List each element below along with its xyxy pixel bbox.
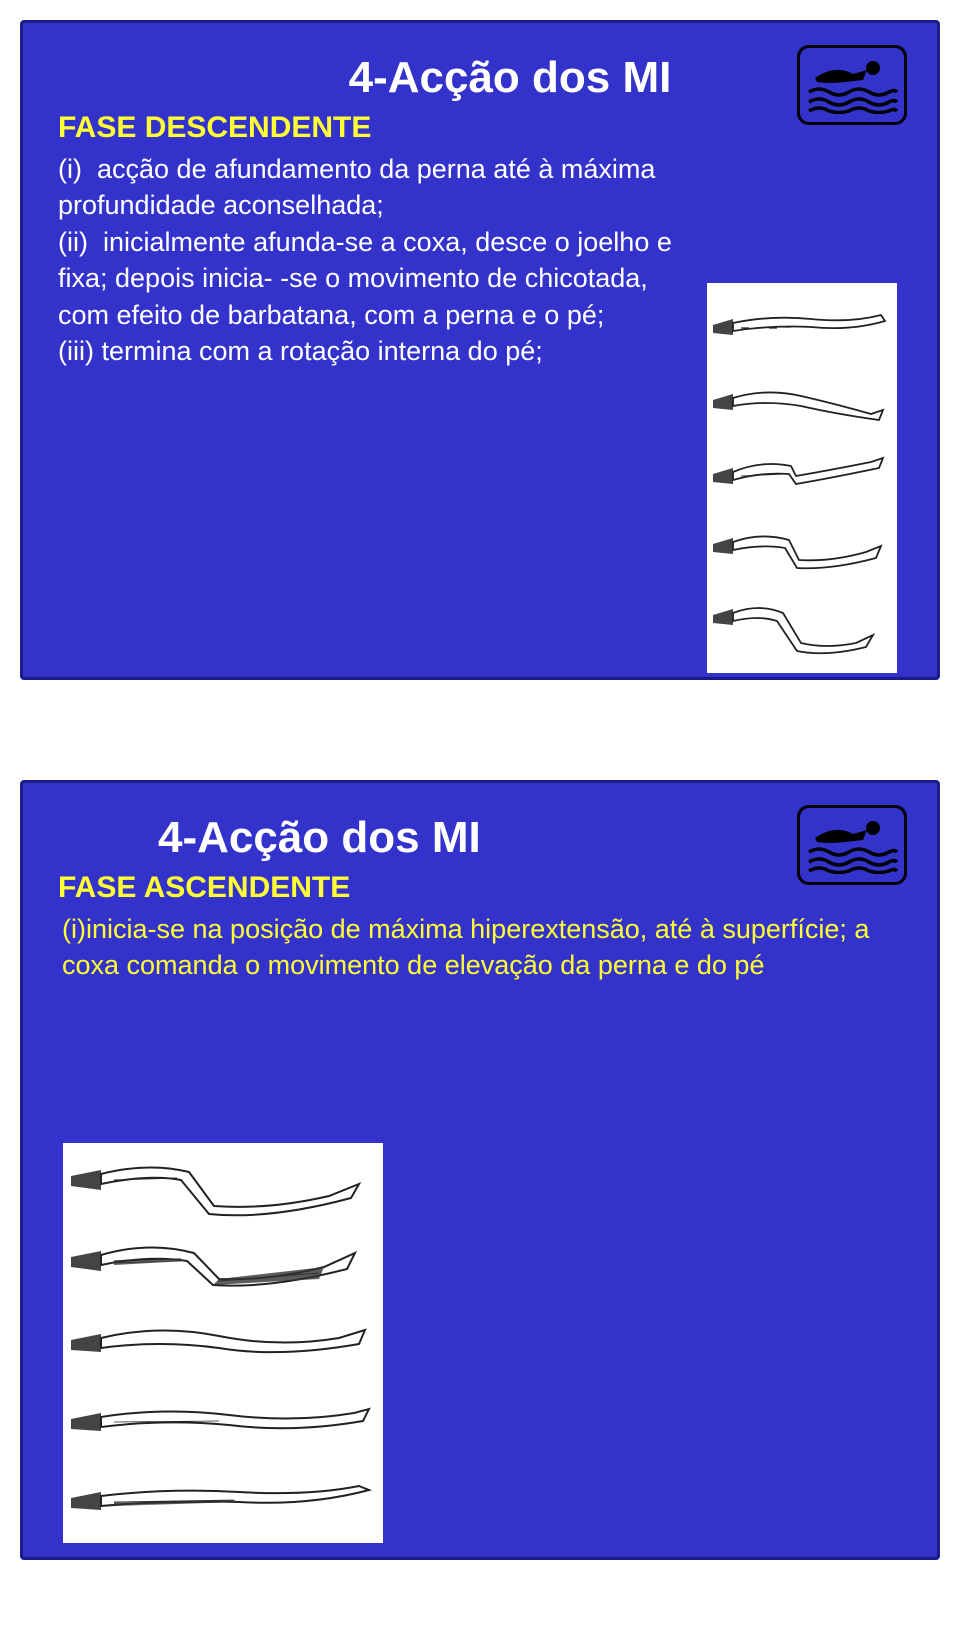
leg-frame-2 bbox=[69, 1231, 375, 1301]
item-text: inicialmente afunda-se a coxa, desce o j… bbox=[58, 227, 672, 330]
leg-frame-1 bbox=[69, 1154, 375, 1224]
item-marker: (i) bbox=[62, 914, 86, 944]
leg-kick-figure bbox=[707, 283, 897, 673]
slide-body: (i)inicia-se na posição de máxima hipere… bbox=[58, 911, 902, 984]
slide-2: 4-Acção dos MI FASE ASCENDENTE (i)inicia… bbox=[20, 780, 940, 1560]
slide-title: 4-Acção dos MI bbox=[58, 53, 902, 103]
item-marker: (ii) bbox=[58, 227, 88, 257]
leg-frame-5 bbox=[711, 597, 891, 661]
leg-frame-4 bbox=[711, 522, 891, 586]
slide-subtitle: FASE DESCENDENTE bbox=[58, 111, 902, 145]
swimmer-icon-box bbox=[797, 805, 907, 885]
leg-frame-1 bbox=[711, 295, 891, 359]
item-marker: (iii) bbox=[58, 336, 94, 366]
leg-frame-3 bbox=[711, 446, 891, 510]
slide-body: (i) acção de afundamento da perna até à … bbox=[58, 151, 698, 370]
leg-kick-figure bbox=[63, 1143, 383, 1543]
item-text: acção de afundamento da perna até à máxi… bbox=[58, 154, 655, 220]
item-marker: (i) bbox=[58, 154, 82, 184]
item-text: inicia-se na posição de máxima hiperexte… bbox=[62, 914, 869, 980]
slide-1: 4-Acção dos MI FASE DESCENDENTE (i) acçã… bbox=[20, 20, 940, 680]
leg-frame-5 bbox=[69, 1462, 375, 1532]
item-text: termina com a rotação interna do pé; bbox=[102, 336, 543, 366]
swimmer-icon bbox=[805, 816, 899, 874]
swimmer-icon bbox=[805, 56, 899, 114]
leg-frame-2 bbox=[711, 370, 891, 434]
swimmer-icon-box bbox=[797, 45, 907, 125]
leg-frame-4 bbox=[69, 1385, 375, 1455]
slide-title: 4-Acção dos MI bbox=[58, 813, 902, 863]
leg-frame-3 bbox=[69, 1308, 375, 1378]
slide-subtitle: FASE ASCENDENTE bbox=[58, 871, 902, 905]
